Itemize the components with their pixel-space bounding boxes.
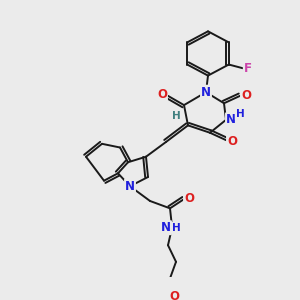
Text: O: O xyxy=(157,88,167,101)
Text: O: O xyxy=(241,89,251,102)
Text: H: H xyxy=(172,223,180,233)
Text: H: H xyxy=(236,109,244,119)
Text: H: H xyxy=(172,111,180,121)
Text: F: F xyxy=(244,62,252,75)
Text: O: O xyxy=(169,290,179,300)
Text: N: N xyxy=(125,180,135,193)
Text: N: N xyxy=(161,221,171,234)
Text: N: N xyxy=(201,86,211,99)
Text: O: O xyxy=(184,192,194,205)
Text: N: N xyxy=(226,113,236,126)
Text: O: O xyxy=(227,134,237,148)
